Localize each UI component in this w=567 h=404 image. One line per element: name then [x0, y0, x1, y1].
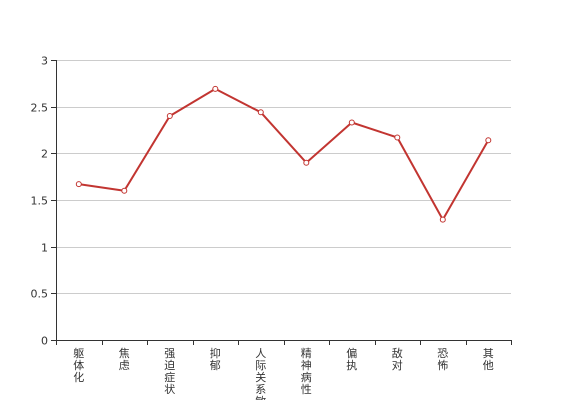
x-tick-label: 抑郁 [210, 346, 221, 372]
data-point-焦虑 [121, 187, 128, 194]
x-tick-label: 其他 [483, 347, 494, 372]
y-tick-label: 3 [41, 55, 48, 68]
x-tick-label: 精神病性 [301, 347, 312, 396]
data-point-人际关系敏感 [257, 109, 264, 116]
data-point-偏执 [348, 119, 355, 126]
y-tick-label: 1 [41, 242, 48, 255]
data-point-其他 [485, 137, 492, 144]
y-tick-label: 2.5 [31, 102, 49, 115]
data-point-精神病性 [303, 159, 310, 166]
y-tick-label: 0.5 [31, 288, 49, 301]
y-tick-label: 0 [41, 335, 48, 348]
grid-layer [56, 60, 511, 294]
data-point-恐怖 [439, 216, 446, 223]
x-tick-label: 躯体化 [73, 347, 84, 384]
y-tick-label: 1.5 [31, 195, 49, 208]
data-point-抑郁 [212, 85, 219, 92]
data-point-强迫症状 [166, 113, 173, 119]
x-tick-label: 强迫症状 [164, 347, 175, 396]
data-point-躯体化 [75, 181, 82, 188]
label-layer: 0 0.5 1 1.5 2 2.5 3 躯体化 焦虑 强迫症状 抑郁 人际关系敏感 精神病性 偏执 敌对 恐怖… [31, 55, 494, 404]
x-tick-label: 恐怖 [437, 347, 448, 372]
x-tick-label: 偏执 [346, 346, 357, 372]
data-point-敌对 [394, 134, 401, 141]
x-tick-label: 敌对 [392, 346, 403, 372]
axis-layer [51, 60, 512, 345]
y-tick-label: 2 [41, 148, 48, 161]
series-layer [75, 85, 492, 223]
x-tick-label: 人际关系敏感 [255, 347, 266, 400]
x-tick-label: 焦虑 [119, 347, 130, 372]
series-line [78, 87, 490, 221]
